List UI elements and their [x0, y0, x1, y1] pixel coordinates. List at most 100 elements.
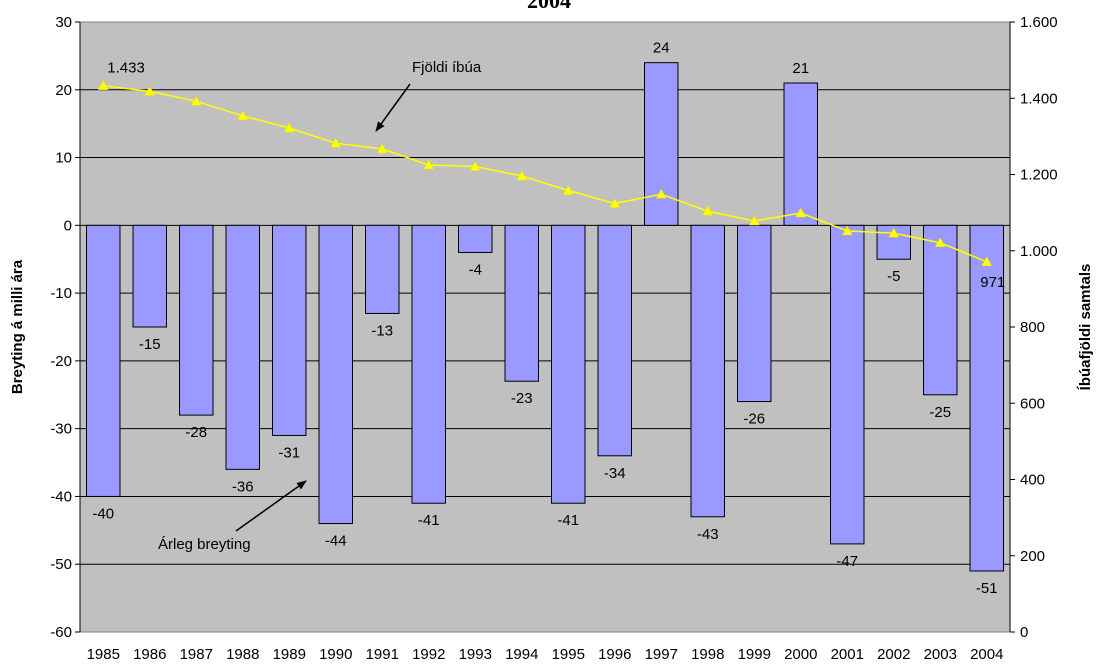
- bar-data-label: -51: [976, 580, 998, 597]
- annotation-population-arrow: [375, 83, 411, 132]
- x-axis-tick-label: 1987: [180, 646, 213, 663]
- bar-data-label: -40: [92, 505, 114, 522]
- x-axis-tick-label: 1999: [738, 646, 771, 663]
- line-data-labels: 1.433 971: [107, 60, 1005, 291]
- annotation-population: Fjöldi íbúa: [412, 59, 482, 76]
- bar-data-label: 24: [653, 40, 670, 57]
- left-axis-tick-label: -60: [50, 624, 72, 641]
- annotation-annual-change-arrow: [235, 480, 307, 532]
- bar: [969, 224, 1004, 572]
- right-axis-tick-label: 1.600: [1020, 14, 1058, 31]
- bar: [365, 224, 400, 314]
- line-data-label: 1.433: [107, 60, 145, 77]
- x-axis-tick-label: 1990: [319, 646, 352, 663]
- line-marker: [981, 256, 993, 267]
- left-y-axis: 30 20 10 0 -10 -20 -30 -40 -50 -60: [50, 14, 81, 641]
- bar-data-label: -34: [604, 465, 626, 482]
- line-marker: [237, 110, 249, 121]
- line-path: [103, 84, 988, 263]
- x-axis-tick-label: 1995: [552, 646, 585, 663]
- bar-data-label: -31: [278, 444, 300, 461]
- bar-data-label: -5: [887, 268, 900, 285]
- right-axis-tick-label: 800: [1020, 319, 1045, 336]
- bar: [132, 224, 167, 328]
- x-axis-tick-label: 1991: [366, 646, 399, 663]
- left-axis-tick-label: -30: [50, 421, 72, 438]
- bar-data-label: -4: [469, 261, 482, 278]
- bar-data-label: -15: [139, 336, 161, 353]
- bar-data-label: -36: [232, 478, 254, 495]
- line-marker: [516, 170, 528, 181]
- line-marker: [283, 122, 295, 133]
- bar: [504, 224, 539, 382]
- line-marker: [888, 227, 900, 238]
- bar: [225, 224, 260, 470]
- annotation-annual-change: Árleg breyting: [158, 536, 251, 553]
- line-data-label: 971: [980, 274, 1005, 291]
- x-axis-tick-label: 1985: [87, 646, 120, 663]
- x-axis-tick-label: 1988: [226, 646, 259, 663]
- x-axis-tick-label: 1997: [645, 646, 678, 663]
- line-marker: [748, 215, 760, 226]
- bar-data-labels: -40 -15 -28 -36 -31 -44 -13 -41 -4 -23 -41 -34 24 -43…: [92, 40, 997, 597]
- line-marker: [469, 160, 481, 171]
- x-axis-tick-label: 1992: [412, 646, 445, 663]
- bar: [783, 82, 818, 226]
- bar: [830, 224, 865, 545]
- x-axis-tick-label: 2001: [831, 646, 864, 663]
- line-marker: [97, 80, 109, 90]
- x-axis-tick-label: 2002: [877, 646, 910, 663]
- bar-data-label: -26: [743, 411, 765, 428]
- x-axis-tick-label: 2003: [924, 646, 957, 663]
- bar-data-label: -25: [929, 404, 951, 421]
- bar: [644, 62, 679, 226]
- line-marker: [423, 159, 435, 170]
- left-axis-tick-label: 0: [64, 217, 72, 234]
- bar: [923, 224, 958, 396]
- right-axis-tick-label: 1.000: [1020, 243, 1058, 260]
- bar-data-label: -23: [511, 390, 533, 407]
- x-axis-tick-label: 1993: [459, 646, 492, 663]
- bar-data-label: -44: [325, 533, 347, 550]
- right-y-axis: 1.600 1.400 1.200 1.000 800 600 400 200 0: [1009, 14, 1058, 641]
- right-axis-tick-label: 400: [1020, 472, 1045, 489]
- line-marker: [702, 205, 714, 216]
- bar-data-label: -41: [418, 512, 440, 529]
- bar-data-label: -28: [185, 424, 207, 441]
- x-axis-tick-label: 2000: [784, 646, 817, 663]
- chart-title-fragment: 2004: [527, 0, 571, 13]
- bar: [597, 224, 632, 457]
- x-axis-tick-label: 1986: [133, 646, 166, 663]
- x-axis-tick-label: 1989: [273, 646, 306, 663]
- right-axis-tick-label: 200: [1020, 548, 1045, 565]
- bar-data-label: -47: [836, 553, 858, 570]
- bar: [86, 224, 121, 497]
- x-axis: 1985 1986 1987 1988 1989 1990 1991 1992 1993 1994…: [87, 646, 1004, 663]
- right-axis-tick-label: 1.200: [1020, 167, 1058, 184]
- bar: [690, 224, 725, 518]
- bar-data-label: -13: [371, 322, 393, 339]
- bar: [737, 224, 772, 403]
- bar-data-label: 21: [792, 60, 809, 77]
- left-axis-tick-label: -10: [50, 285, 72, 302]
- x-axis-tick-label: 1998: [691, 646, 724, 663]
- line-marker: [841, 225, 853, 236]
- right-axis-label: Íbúafjöldi samtals: [1077, 264, 1094, 391]
- bar-data-label: -41: [557, 512, 579, 529]
- line-marker: [655, 188, 667, 199]
- left-axis-tick-label: 20: [55, 82, 72, 99]
- line-marker: [376, 143, 388, 154]
- line-marker: [795, 207, 807, 218]
- x-axis-tick-label: 2004: [970, 646, 1003, 663]
- bar: [318, 224, 353, 525]
- line-marker: [190, 95, 202, 106]
- left-axis-tick-label: -50: [50, 556, 72, 573]
- bar: [411, 224, 446, 504]
- line-marker: [562, 184, 574, 195]
- bar: [179, 224, 214, 416]
- left-axis-tick-label: -20: [50, 353, 72, 370]
- right-axis-tick-label: 0: [1020, 624, 1028, 641]
- x-axis-tick-label: 1996: [598, 646, 631, 663]
- left-axis-label: Breyting á milli ára: [9, 259, 26, 394]
